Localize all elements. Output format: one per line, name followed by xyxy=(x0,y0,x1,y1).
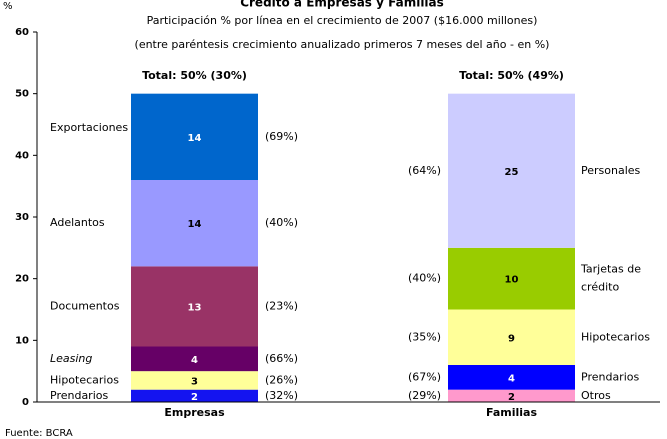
bar-segment xyxy=(448,365,575,390)
growth-note: (69%) xyxy=(265,130,298,143)
chart-subtitle: Participación % por línea en el crecimie… xyxy=(147,14,538,27)
y-tick-label: 10 xyxy=(15,335,29,346)
growth-note: (64%) xyxy=(408,164,441,177)
segment-name: Documentos xyxy=(50,299,120,312)
growth-note: (35%) xyxy=(408,330,441,343)
x-tick-label: Familias xyxy=(486,406,537,419)
bar-segment xyxy=(448,309,575,365)
bar-segment xyxy=(131,266,258,347)
bar-segment xyxy=(131,93,258,180)
segment-name: Leasing xyxy=(50,352,92,365)
growth-note: (26%) xyxy=(265,373,298,386)
growth-note: (29%) xyxy=(408,389,441,402)
y-tick-label: 60 xyxy=(15,27,29,38)
growth-note: (66%) xyxy=(265,352,298,365)
y-tick-label: 0 xyxy=(22,397,29,408)
bar-segment xyxy=(448,389,575,402)
segment-name: Tarjetas de crédito xyxy=(580,263,641,294)
bar-segment xyxy=(448,93,575,248)
value-label: 13 xyxy=(188,302,202,313)
x-tick-label: Empresas xyxy=(164,406,225,419)
bar-segment xyxy=(131,180,258,267)
segment-name: Prendarios xyxy=(581,370,639,383)
total-label: Total: 50% (30%) xyxy=(142,69,247,82)
value-label: 2 xyxy=(191,392,198,403)
value-label: 4 xyxy=(508,373,515,384)
segment-name: Hipotecarios xyxy=(50,373,119,386)
total-label: Total: 50% (49%) xyxy=(459,69,564,82)
bar-segment xyxy=(131,371,258,390)
growth-note: (23%) xyxy=(265,299,298,312)
y-tick-label: 20 xyxy=(15,274,29,285)
growth-note: (67%) xyxy=(408,370,441,383)
chart-title: Crédito a Empresas y Familias xyxy=(240,0,444,10)
y-axis-label: % xyxy=(3,1,13,12)
source: Fuente: BCRA xyxy=(5,428,73,439)
chart-subtitle: (entre paréntesis crecimiento anualizado… xyxy=(135,38,550,51)
value-label: 25 xyxy=(505,167,519,178)
value-label: 14 xyxy=(188,133,202,144)
value-label: 2 xyxy=(508,392,515,403)
value-label: 10 xyxy=(505,275,519,286)
segment-name: Exportaciones xyxy=(50,121,128,134)
segment-name: Adelantos xyxy=(50,216,105,229)
value-label: 3 xyxy=(191,376,198,387)
segment-name: Hipotecarios xyxy=(581,330,650,343)
bar-segment xyxy=(448,247,575,310)
growth-note: (40%) xyxy=(265,216,298,229)
y-tick-label: 50 xyxy=(15,89,29,100)
value-label: 14 xyxy=(188,219,202,230)
segment-name: Otros xyxy=(581,389,611,402)
y-tick-label: 30 xyxy=(15,212,29,223)
bar-segment xyxy=(131,346,258,372)
segment-name: Personales xyxy=(581,164,641,177)
segment-name: Prendarios xyxy=(50,389,108,402)
value-label: 9 xyxy=(508,333,515,344)
bar-segment xyxy=(131,389,258,402)
growth-note: (40%) xyxy=(408,272,441,285)
growth-note: (32%) xyxy=(265,389,298,402)
y-tick-label: 40 xyxy=(15,150,29,161)
value-label: 4 xyxy=(191,355,198,366)
